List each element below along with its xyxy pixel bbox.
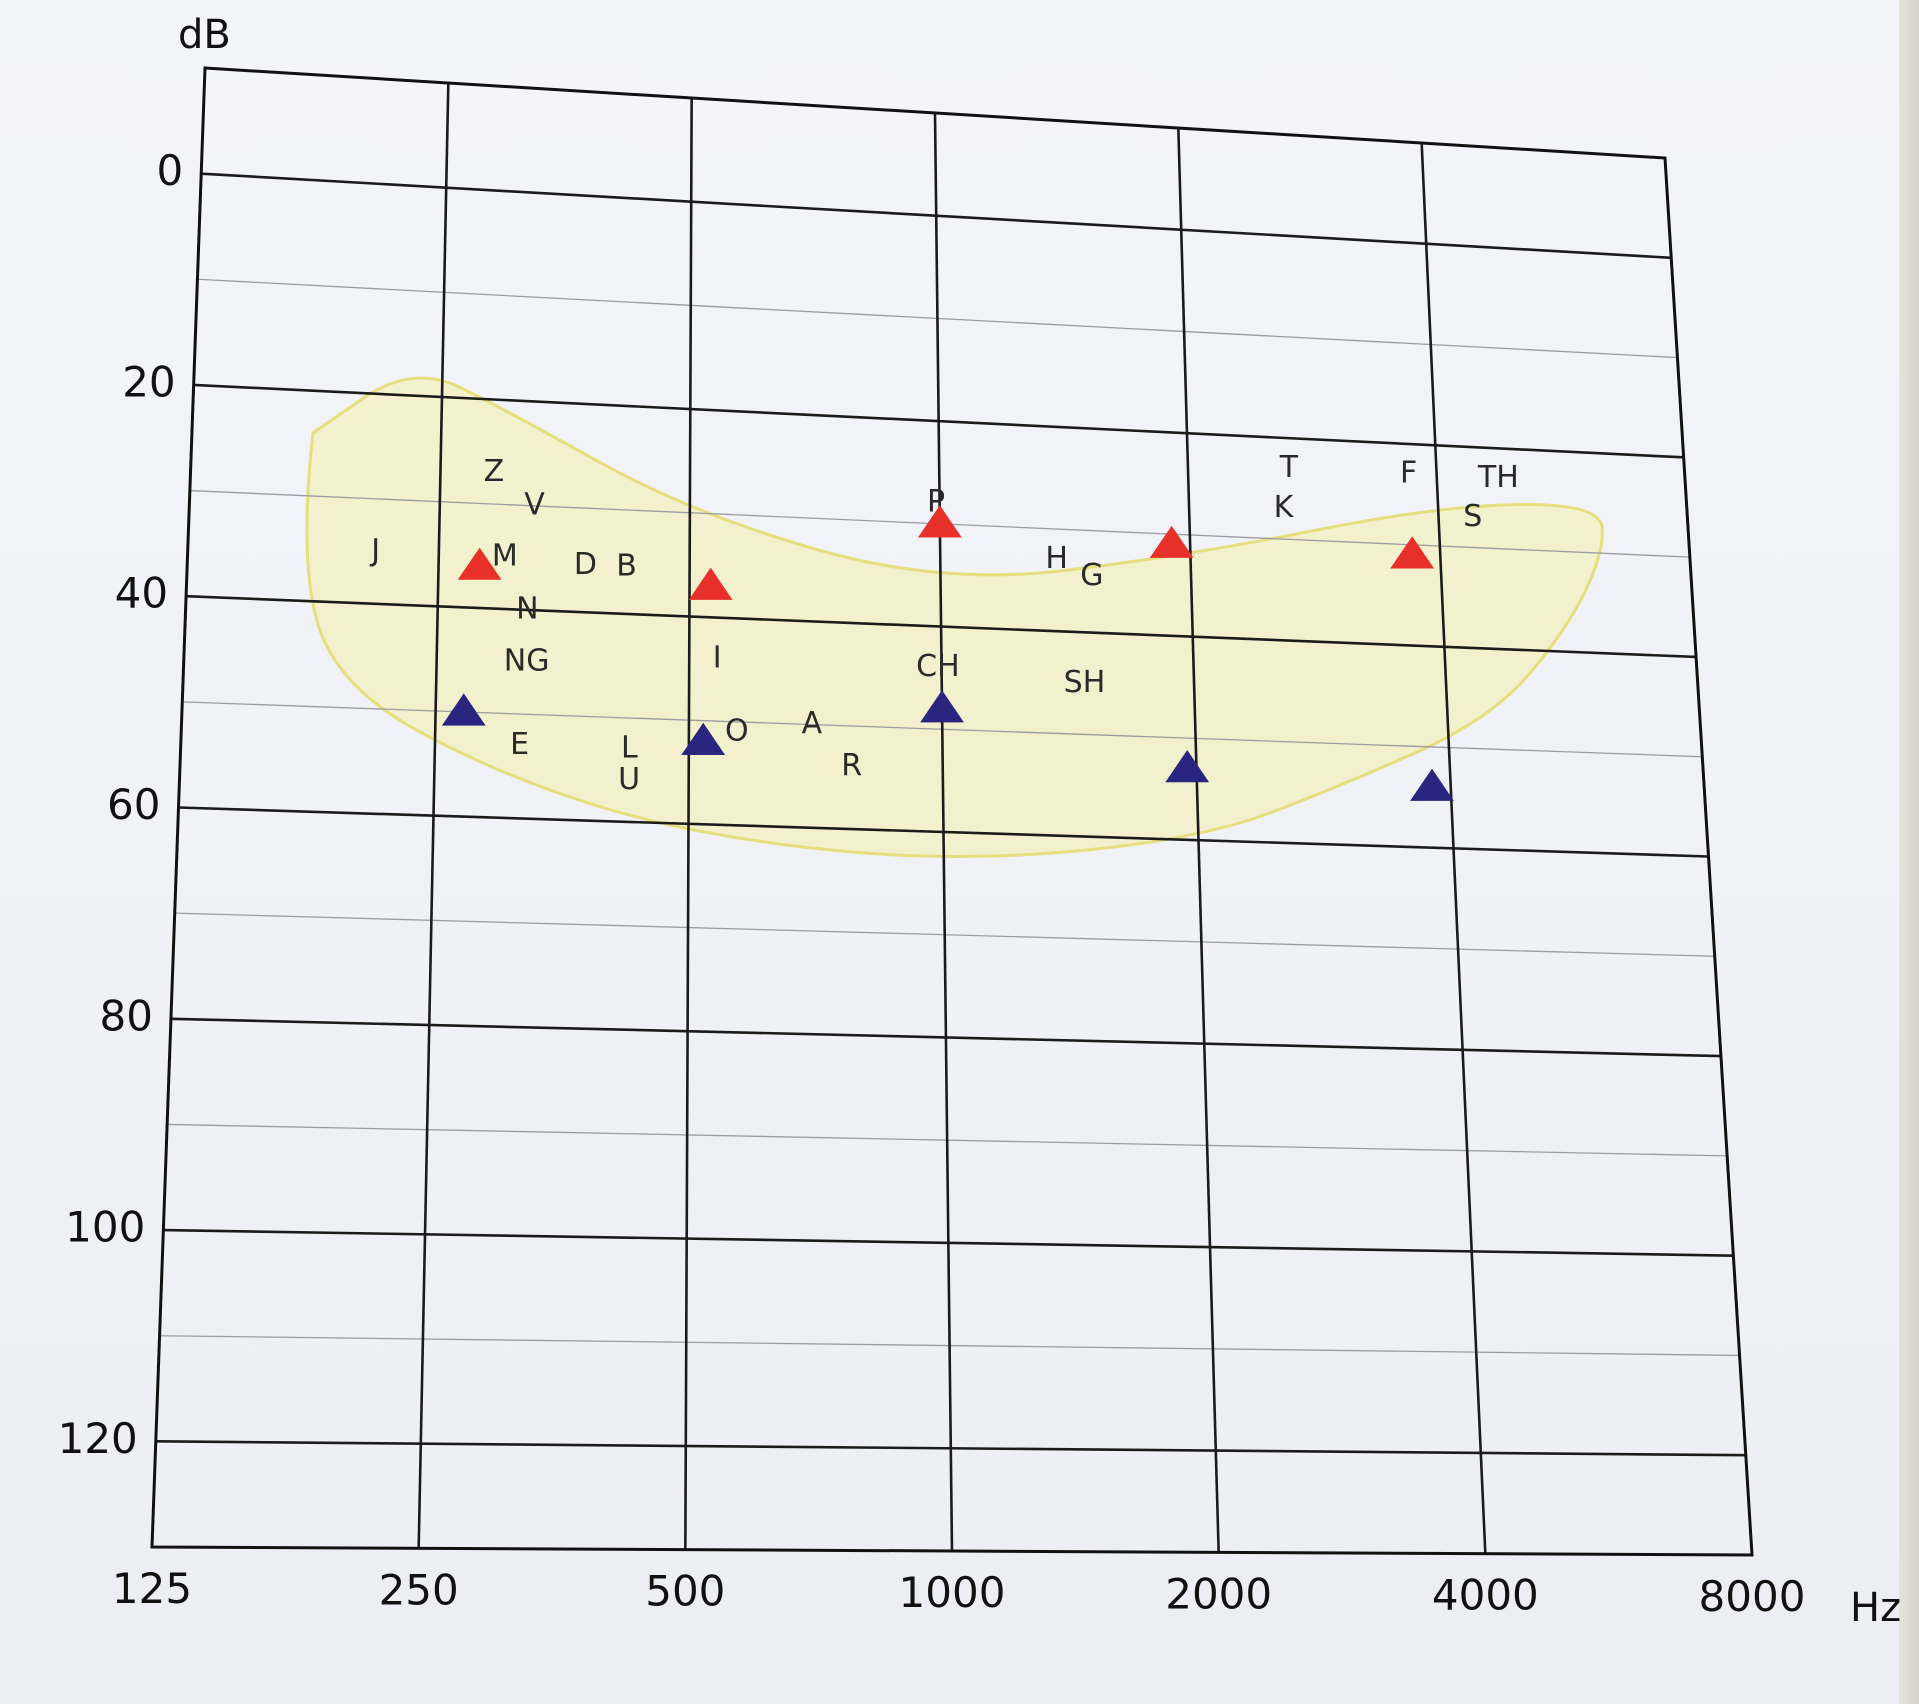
phoneme-label: M (492, 538, 518, 573)
major-gridline-v (933, 112, 954, 1552)
blue-triangle-marker (681, 722, 726, 755)
phoneme-label: TH (1477, 460, 1519, 495)
blue-triangle-marker (1410, 768, 1454, 801)
phoneme-label: S (1463, 499, 1482, 534)
red-triangle-marker (917, 505, 962, 538)
y-tick-label: 80 (99, 991, 152, 1040)
phoneme-label: V (524, 487, 545, 522)
phoneme-label: L (621, 731, 638, 766)
phoneme-label: I (713, 641, 722, 676)
x-tick-label: 250 (379, 1565, 459, 1614)
y-tick-label: 100 (65, 1203, 145, 1252)
x-tick-label: 125 (112, 1564, 192, 1613)
phoneme-label: SH (1064, 665, 1106, 700)
blue-triangle-marker (920, 690, 964, 723)
red-triangle-marker (1390, 536, 1435, 569)
x-axis-label: Hz (1850, 1585, 1901, 1631)
phoneme-label: K (1274, 490, 1295, 525)
y-tick-label: 0 (156, 146, 183, 195)
phoneme-label: E (510, 727, 529, 762)
y-tick-label: 120 (58, 1414, 138, 1463)
y-tick-label: 20 (122, 357, 175, 406)
red-triangle-marker (457, 547, 502, 580)
red-triangle-marker (688, 567, 733, 600)
phoneme-label: B (616, 549, 637, 584)
speech-banana-region (305, 376, 1604, 858)
phoneme-label: Z (484, 454, 505, 489)
x-tick-label: 8000 (1699, 1572, 1806, 1621)
phoneme-label: D (574, 547, 597, 582)
y-axis-label: dB (178, 12, 231, 58)
phoneme-label: CH (916, 649, 960, 684)
phoneme-label: H (1045, 541, 1068, 576)
major-gridline-v (684, 97, 693, 1550)
red-triangle-marker (1149, 525, 1194, 558)
x-tick-label: 2000 (1165, 1569, 1272, 1618)
phoneme-label: G (1080, 558, 1103, 593)
phoneme-label: O (725, 714, 749, 749)
phoneme-label: T (1279, 450, 1299, 485)
x-tick-label: 1000 (899, 1568, 1006, 1617)
y-tick-label: 40 (115, 569, 168, 618)
phoneme-label: N (516, 591, 538, 626)
plot-frame (150, 66, 1754, 1557)
x-tick-label: 4000 (1432, 1571, 1539, 1620)
phoneme-label: A (802, 706, 823, 741)
y-tick-label: 60 (107, 780, 160, 829)
major-gridline-v (1420, 142, 1487, 1554)
blue-triangle-marker (441, 693, 486, 726)
major-gridline-v (1177, 127, 1220, 1553)
x-tick-label: 500 (645, 1567, 725, 1616)
major-gridline-v (417, 82, 450, 1549)
blue-triangle-marker (1165, 750, 1210, 783)
phoneme-label: NG (504, 644, 550, 679)
phoneme-label: J (369, 533, 380, 568)
phoneme-label: U (618, 762, 640, 797)
phoneme-label: F (1400, 456, 1417, 491)
phoneme-label: R (841, 749, 862, 784)
table-edge (1899, 0, 1919, 1704)
